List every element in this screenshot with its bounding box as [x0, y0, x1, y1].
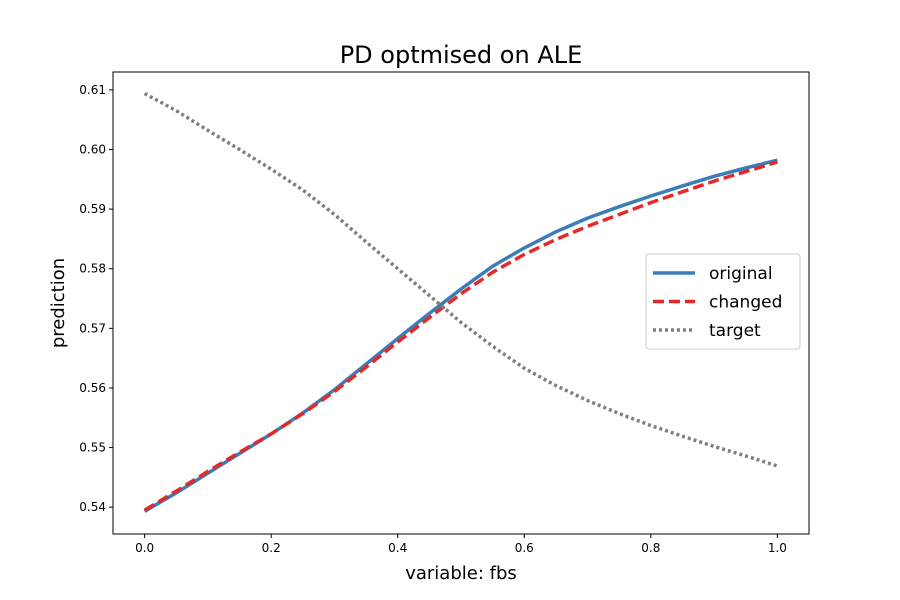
y-tick-label: 0.57 — [79, 321, 106, 335]
series-line-changed — [143, 160, 778, 512]
y-tick-label: 0.56 — [79, 381, 106, 395]
plot-area — [112, 71, 810, 535]
y-tick-label: 0.60 — [79, 142, 106, 156]
legend-label-target: target — [709, 321, 761, 341]
x-tick-label: 0.6 — [515, 541, 534, 555]
y-tick-label: 0.58 — [79, 262, 106, 276]
y-tick-label: 0.61 — [79, 83, 106, 97]
x-axis: 0.0 0.2 0.4 0.6 0.8 1.0 — [135, 534, 787, 555]
series-layer — [143, 91, 778, 513]
y-tick-label: 0.59 — [79, 202, 106, 216]
y-tick-label: 0.55 — [79, 441, 106, 455]
y-axis: 0.54 0.55 0.56 0.57 0.58 0.59 0.60 0.61 — [79, 83, 113, 514]
chart-title: PD optmised on ALE — [340, 41, 583, 69]
x-tick-label: 0.4 — [388, 541, 407, 555]
legend-frame — [645, 253, 801, 350]
x-tick-label: 1.0 — [768, 541, 787, 555]
y-tick-label: 0.54 — [79, 500, 106, 514]
x-tick-label: 0.2 — [262, 541, 281, 555]
legend-label-original: original — [709, 264, 773, 284]
x-axis-title: variable: fbs — [405, 563, 517, 584]
plot-frame — [112, 71, 810, 535]
legend: original changed target — [645, 253, 801, 350]
legend-label-changed: changed — [709, 293, 782, 313]
x-tick-label: 0.0 — [135, 541, 154, 555]
y-axis-title: prediction — [48, 258, 69, 348]
series-line-target — [143, 91, 778, 468]
x-tick-label: 0.8 — [641, 541, 660, 555]
